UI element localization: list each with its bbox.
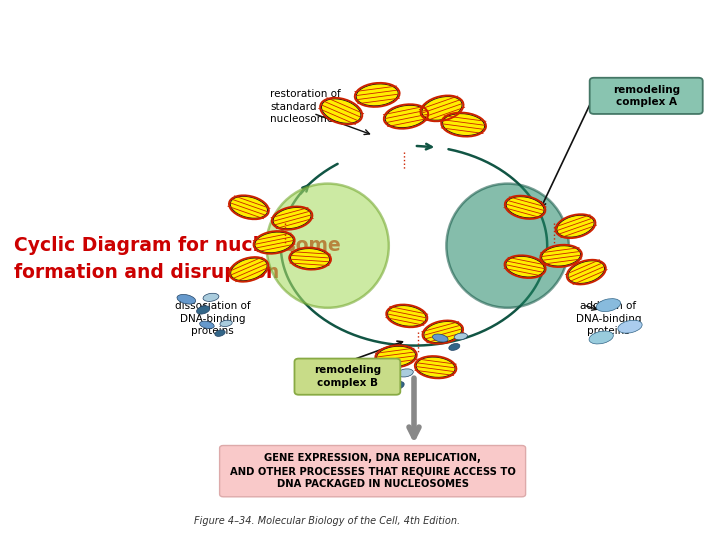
Ellipse shape [596, 299, 621, 312]
Ellipse shape [220, 320, 233, 327]
Ellipse shape [387, 306, 426, 326]
Ellipse shape [177, 294, 196, 304]
Ellipse shape [391, 381, 404, 390]
Ellipse shape [203, 293, 219, 301]
Ellipse shape [433, 334, 448, 342]
Ellipse shape [568, 261, 605, 284]
Text: dissociation of
DNA-binding
proteins: dissociation of DNA-binding proteins [174, 301, 251, 336]
Ellipse shape [541, 246, 580, 266]
Ellipse shape [446, 184, 569, 308]
Ellipse shape [506, 256, 544, 277]
Text: Cyclic Diagram for nucleosome
formation and disruption: Cyclic Diagram for nucleosome formation … [14, 237, 341, 282]
Ellipse shape [230, 197, 268, 218]
Text: Figure 4–34. Molecular Biology of the Cell, 4th Edition.: Figure 4–34. Molecular Biology of the Ce… [194, 516, 461, 526]
Text: remodeling
complex A: remodeling complex A [613, 85, 680, 107]
Ellipse shape [449, 343, 460, 350]
FancyBboxPatch shape [220, 446, 526, 497]
Ellipse shape [356, 84, 398, 106]
Ellipse shape [589, 331, 613, 344]
Text: remodeling
complex B: remodeling complex B [314, 366, 381, 388]
Ellipse shape [199, 321, 214, 329]
Ellipse shape [424, 321, 462, 343]
Ellipse shape [377, 346, 415, 367]
FancyBboxPatch shape [590, 78, 703, 114]
Ellipse shape [454, 333, 467, 340]
Ellipse shape [197, 306, 210, 314]
Ellipse shape [255, 232, 293, 253]
Ellipse shape [230, 258, 267, 281]
Ellipse shape [506, 197, 544, 218]
Text: addition of
DNA-binding
proteins: addition of DNA-binding proteins [576, 301, 641, 336]
Ellipse shape [266, 184, 389, 308]
Ellipse shape [215, 330, 225, 336]
Text: GENE EXPRESSION, DNA REPLICATION,
AND OTHER PROCESSES THAT REQUIRE ACCESS TO
DNA: GENE EXPRESSION, DNA REPLICATION, AND OT… [230, 453, 516, 489]
Ellipse shape [422, 97, 462, 120]
Ellipse shape [385, 105, 427, 127]
Ellipse shape [443, 113, 485, 136]
Ellipse shape [321, 99, 361, 123]
Ellipse shape [618, 320, 642, 333]
Text: restoration of
standard
nucleosomes: restoration of standard nucleosomes [270, 89, 341, 124]
Ellipse shape [416, 357, 455, 377]
Ellipse shape [372, 370, 390, 380]
FancyBboxPatch shape [294, 359, 400, 395]
Ellipse shape [273, 207, 311, 229]
Ellipse shape [290, 248, 330, 268]
Ellipse shape [557, 215, 594, 237]
Ellipse shape [397, 369, 413, 377]
